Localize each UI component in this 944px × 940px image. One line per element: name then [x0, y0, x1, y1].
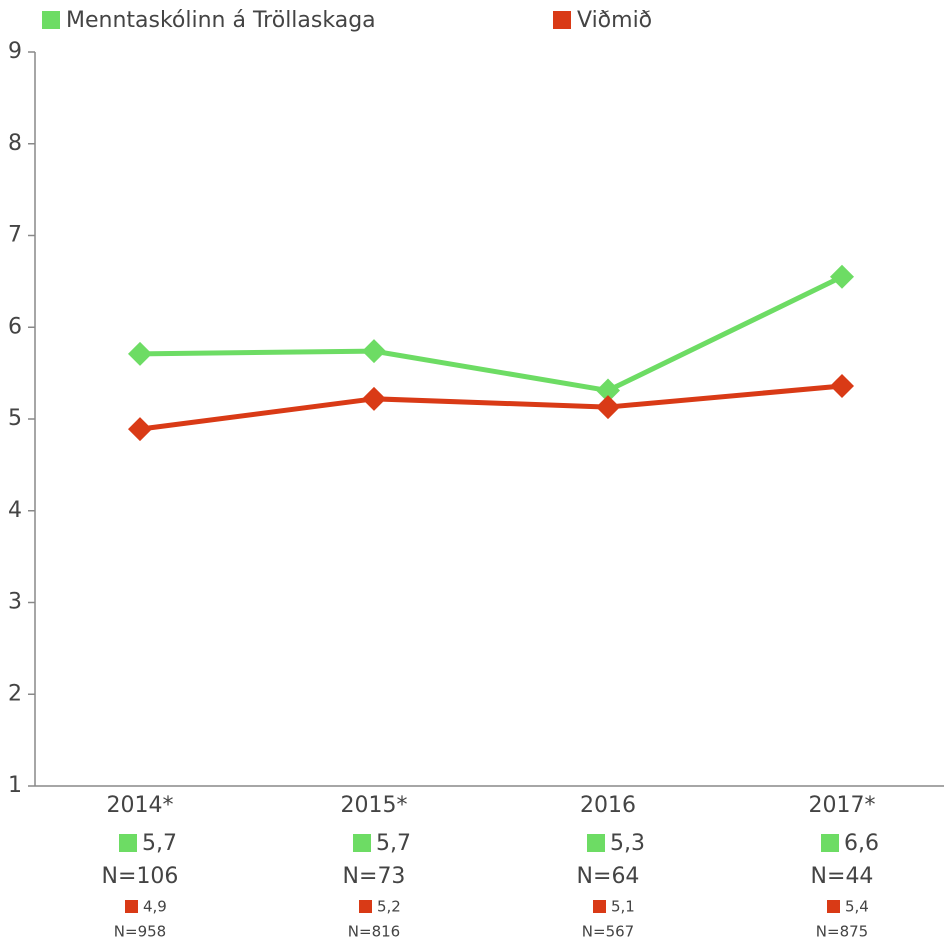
- n-label: N=816: [348, 923, 400, 940]
- y-tick-label: 5: [8, 406, 22, 431]
- y-tick-label: 4: [8, 498, 22, 523]
- n-label: N=106: [102, 864, 179, 889]
- marker: [362, 386, 386, 411]
- value-swatch: [821, 834, 839, 852]
- n-label: N=73: [343, 864, 406, 889]
- y-tick-label: 8: [8, 131, 22, 156]
- value-swatch: [119, 834, 137, 852]
- value-swatch: [593, 900, 606, 913]
- n-label: N=64: [577, 864, 640, 889]
- series-line: [139, 383, 843, 432]
- value-label: 6,6: [844, 831, 879, 856]
- y-tick-label: 9: [8, 39, 22, 64]
- legend-label: Viðmið: [577, 8, 652, 33]
- value-label: 5,7: [376, 831, 411, 856]
- value-label: 5,3: [610, 831, 645, 856]
- n-label: N=567: [582, 923, 634, 940]
- n-label: N=44: [811, 864, 874, 889]
- y-tick-label: 2: [8, 681, 22, 706]
- series-line: [139, 274, 844, 394]
- x-tick-label: 2015*: [341, 793, 408, 818]
- value-label: 4,9: [143, 898, 167, 916]
- value-label: 5,4: [845, 898, 869, 916]
- y-tick-label: 7: [8, 223, 22, 248]
- marker: [128, 417, 152, 442]
- legend-swatch: [553, 11, 571, 29]
- value-swatch: [587, 834, 605, 852]
- marker: [830, 373, 854, 398]
- n-label: N=958: [114, 923, 166, 940]
- x-tick-label: 2017*: [809, 793, 876, 818]
- legend-swatch: [42, 11, 60, 29]
- n-label: N=875: [816, 923, 868, 940]
- value-swatch: [125, 900, 138, 913]
- x-tick-label: 2014*: [107, 793, 174, 818]
- y-tick-label: 1: [8, 773, 22, 798]
- value-swatch: [353, 834, 371, 852]
- y-tick-label: 3: [8, 590, 22, 615]
- marker: [128, 341, 152, 366]
- marker: [362, 339, 386, 364]
- marker: [596, 395, 620, 420]
- value-label: 5,1: [611, 898, 635, 916]
- marker: [830, 264, 854, 289]
- value-label: 5,2: [377, 898, 401, 916]
- value-swatch: [359, 900, 372, 913]
- y-tick-label: 6: [8, 314, 22, 339]
- value-label: 5,7: [142, 831, 177, 856]
- marker: [596, 378, 620, 403]
- x-tick-label: 2016: [580, 793, 636, 818]
- legend-label: Menntaskólinn á Tröllaskaga: [66, 8, 376, 33]
- value-swatch: [827, 900, 840, 913]
